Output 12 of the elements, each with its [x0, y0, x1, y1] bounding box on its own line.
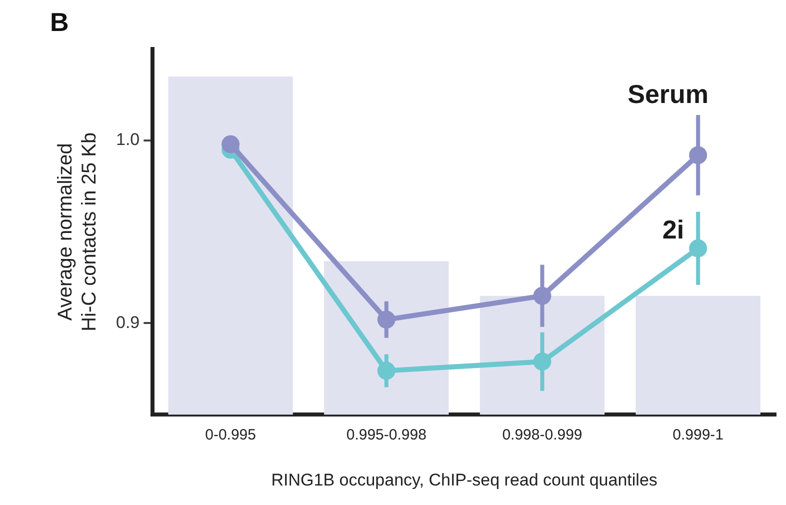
- point: [222, 135, 240, 154]
- chart-title: B: [50, 6, 69, 37]
- x-tick-label: 0.998-0.999: [502, 426, 582, 444]
- series-label: 2i: [662, 214, 684, 245]
- x-tick-label: 0-0.995: [205, 426, 256, 444]
- y-tick-label: 1.0: [116, 130, 140, 150]
- x-axis-title: RING1B occupancy, ChIP-seq read count quantiles: [271, 470, 658, 490]
- series-label: Serum: [628, 79, 709, 110]
- y-axis-title: Average normalized Hi-C contacts in 25 Kb: [54, 132, 101, 332]
- y-tick-label: 0.9: [116, 312, 140, 332]
- x-tick-label: 0.999-1: [672, 426, 724, 444]
- x-tick-label: 0.995-0.998: [346, 426, 426, 444]
